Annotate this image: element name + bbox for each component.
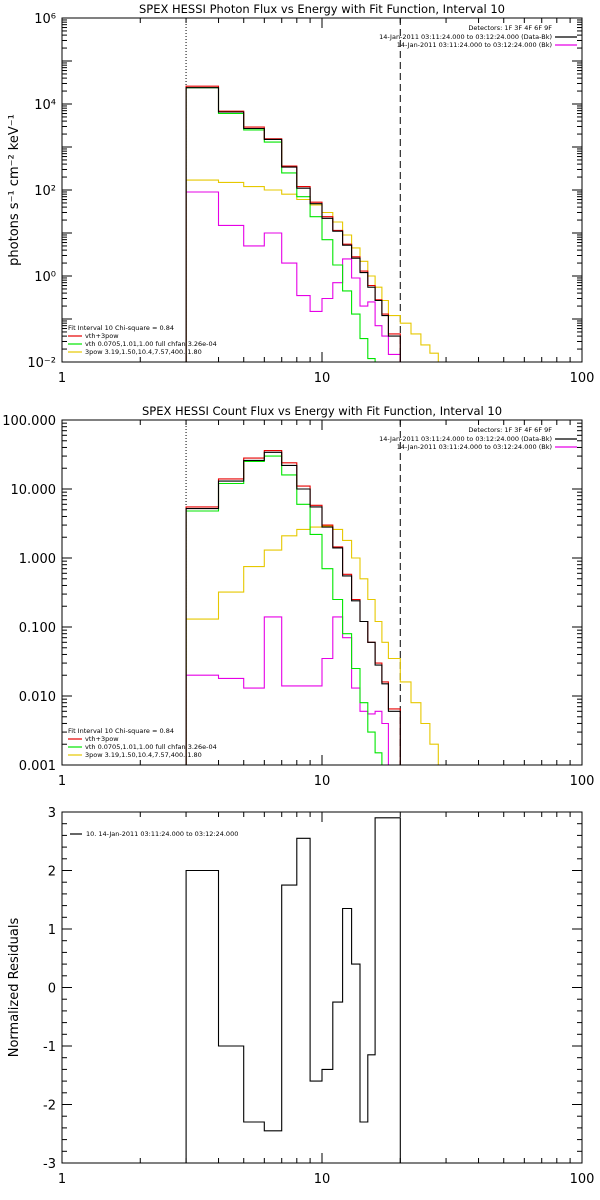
y-tick-label: 0 xyxy=(48,982,56,997)
y-axis-label: photons s⁻¹ cm⁻² keV⁻¹ xyxy=(7,114,22,266)
legend-header: Fit Interval 10 Chi-square = 0.84 xyxy=(68,324,174,332)
y-tick-label: 0.100 xyxy=(19,621,56,636)
legend-entry-text: 14-Jan-2011 03:11:24.000 to 03:12:24.000… xyxy=(397,41,552,49)
x-tick-label: 10 xyxy=(314,371,331,386)
series-group xyxy=(185,85,447,362)
plot-frame xyxy=(61,17,583,363)
series-bk xyxy=(185,616,401,765)
x-tick-label: 100 xyxy=(570,371,595,386)
series-data-bk xyxy=(185,451,401,765)
y-tick-label: 0.010 xyxy=(19,690,56,705)
y-tick-label: 3 xyxy=(48,806,56,821)
legend-header: Detectors: 1F 3F 4F 6F 9F xyxy=(468,24,552,32)
y-tick-label: 2 xyxy=(48,865,56,880)
series-3pow xyxy=(185,179,447,362)
chart-title: SPEX HESSI Count Flux vs Energy with Fit… xyxy=(142,404,502,418)
legend-entry-text: 10. 14-Jan-2011 03:11:24.000 to 03:12:24… xyxy=(86,830,238,838)
y-tick-label: 10.000 xyxy=(11,483,57,498)
y-tick-label: 1 xyxy=(48,923,56,938)
legend-entry-text: vth+3pow xyxy=(85,735,119,743)
legend-bottom-left: Fit Interval 10 Chi-square = 0.84vth+3po… xyxy=(68,324,217,356)
legend-entry-text: 14-Jan-2011 03:11:24.000 to 03:12:24.000… xyxy=(379,33,552,41)
series-group xyxy=(185,450,447,765)
x-tick-label: 10 xyxy=(314,774,331,789)
chart-2: SPEX HESSI Count Flux vs Energy with Fit… xyxy=(2,404,594,789)
chart-title: SPEX HESSI Photon Flux vs Energy with Fi… xyxy=(139,2,505,16)
legend-bottom-left: Fit Interval 10 Chi-square = 0.84vth+3po… xyxy=(68,727,217,759)
y-axis-label: Normalized Residuals xyxy=(7,918,22,1058)
legend-header: Fit Interval 10 Chi-square = 0.84 xyxy=(68,727,174,735)
y-tick-label: 1.000 xyxy=(19,552,56,567)
y-tick-label: 0.001 xyxy=(19,759,56,774)
legend-entry-text: vth+3pow xyxy=(85,332,119,340)
y-tick-label: -2 xyxy=(43,1099,56,1114)
plot-frame xyxy=(61,811,583,1164)
chart-3: 1 10 100 -3 -2 -1 0 1 2 3 Normalized Residuals 10. … xyxy=(7,806,594,1187)
y-tick-label: 10⁴ xyxy=(34,98,56,113)
legend: 10. 14-Jan-2011 03:11:24.000 to 03:12:24… xyxy=(70,830,238,838)
y-tick-label: 10⁻² xyxy=(27,356,56,371)
series-group xyxy=(185,817,401,1163)
series-vth xyxy=(185,455,389,765)
y-tick-label: 10² xyxy=(34,184,56,199)
legend-entry-text: 14-Jan-2011 03:11:24.000 to 03:12:24.000… xyxy=(379,435,552,443)
legend-entry-text: 3pow 3.19,1.50,10.4,7.57,400.,1.80 xyxy=(85,751,202,759)
series-data-bk xyxy=(185,87,401,362)
plot-frame xyxy=(61,419,583,766)
x-tick-label: 100 xyxy=(570,1172,595,1187)
x-tick-label: 1 xyxy=(58,371,66,386)
y-tick-label: -1 xyxy=(43,1040,56,1055)
legend-entry-text: 14-Jan-2011 03:11:24.000 to 03:12:24.000… xyxy=(397,443,552,451)
y-tick-label: 10⁰ xyxy=(34,270,56,285)
x-tick-label: 1 xyxy=(58,774,66,789)
y-tick-label: -3 xyxy=(43,1157,56,1172)
series-vth xyxy=(185,87,376,362)
legend-entry-text: vth 0.0705,1.01,1.00 full chfan 3.26e-04 xyxy=(85,340,217,348)
x-tick-label: 1 xyxy=(58,1172,66,1187)
chart-1: SPEX HESSI Photon Flux vs Energy with Fi… xyxy=(7,2,594,386)
series-3pow xyxy=(185,525,447,765)
y-tick-label: 10⁶ xyxy=(34,12,56,27)
series-residuals xyxy=(185,817,401,1163)
y-tick-label: 100.000 xyxy=(2,414,56,429)
legend-entry-text: vth 0.0705,1.01,1.00 full chfan 3.26e-04 xyxy=(85,743,217,751)
x-tick-label: 100 xyxy=(570,774,595,789)
legend-entry-text: 3pow 3.19,1.50,10.4,7.57,400.,1.80 xyxy=(85,348,202,356)
legend-header: Detectors: 1F 3F 4F 6F 9F xyxy=(468,426,552,434)
x-tick-label: 10 xyxy=(314,1172,331,1187)
series-bk xyxy=(185,191,401,362)
